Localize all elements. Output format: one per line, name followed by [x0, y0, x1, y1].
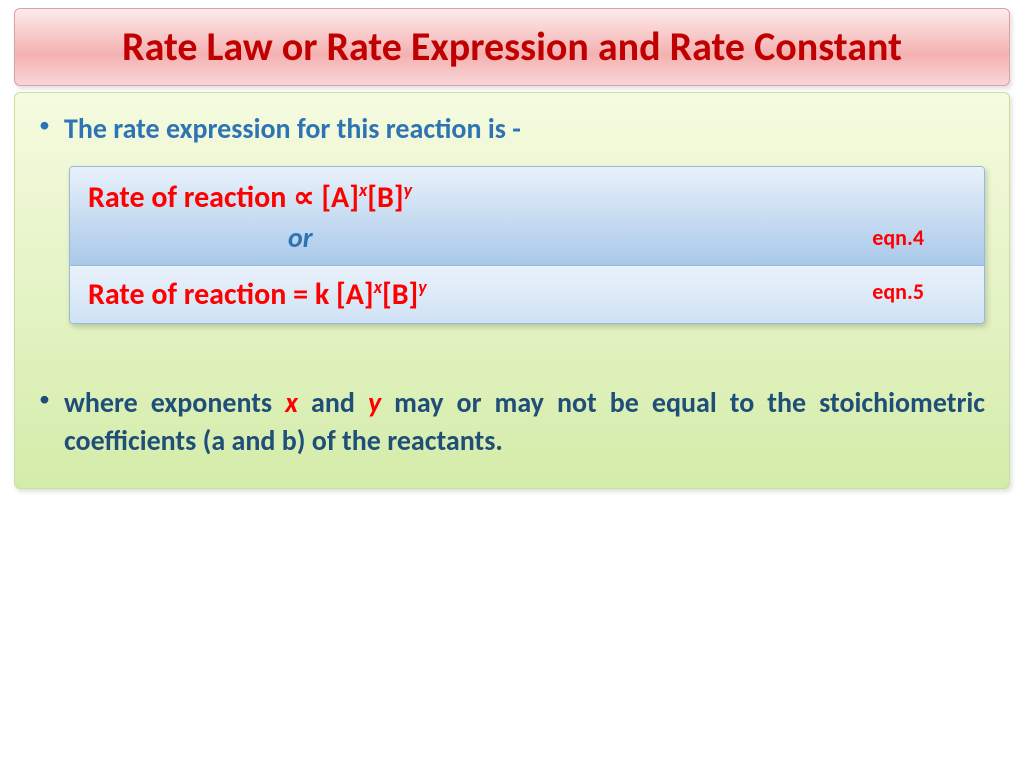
- b2-x: x: [285, 385, 298, 420]
- bullet-1: • The rate expression for this reaction …: [39, 111, 985, 146]
- equation-5-text: Rate of reaction = k [A]x[B]y: [88, 276, 966, 313]
- b2-mid: and: [298, 385, 368, 420]
- equation-5-label: eqn.5: [872, 278, 924, 305]
- b2-pre: where exponents: [64, 385, 285, 420]
- eq5-sup1: x: [374, 276, 382, 298]
- eq4-sup2: y: [404, 179, 412, 201]
- or-text: or: [288, 220, 313, 255]
- eq5-prefix: Rate of reaction = k [A]: [88, 276, 374, 313]
- equation-row-4: Rate of reaction ∝ [A]x[B]y or eqn.4: [70, 167, 984, 266]
- equation-4-text: Rate of reaction ∝ [A]x[B]y: [88, 179, 966, 216]
- equation-row-5: Rate of reaction = k [A]x[B]y eqn.5: [70, 266, 984, 323]
- content-box: • The rate expression for this reaction …: [14, 92, 1010, 489]
- bullet-dot-icon: •: [39, 384, 50, 415]
- eq5-sup2: y: [418, 276, 426, 298]
- eq5-mid: [B]: [382, 276, 418, 313]
- slide-title: Rate Law or Rate Expression and Rate Con…: [35, 23, 989, 71]
- bullet-dot-icon: •: [39, 111, 50, 140]
- b2-y: y: [368, 385, 381, 420]
- bullet-2-text: where exponents x and y may or may not b…: [64, 384, 985, 460]
- bullet-1-text: The rate expression for this reaction is…: [64, 111, 521, 146]
- equation-4-label: eqn.4: [872, 224, 924, 251]
- equation-box: Rate of reaction ∝ [A]x[B]y or eqn.4 Rat…: [69, 166, 985, 324]
- bullet-2: • where exponents x and y may or may not…: [39, 384, 985, 460]
- eq4-mid: [B]: [367, 179, 403, 216]
- title-box: Rate Law or Rate Expression and Rate Con…: [14, 8, 1010, 86]
- eq4-prefix: Rate of reaction ∝ [A]: [88, 179, 359, 216]
